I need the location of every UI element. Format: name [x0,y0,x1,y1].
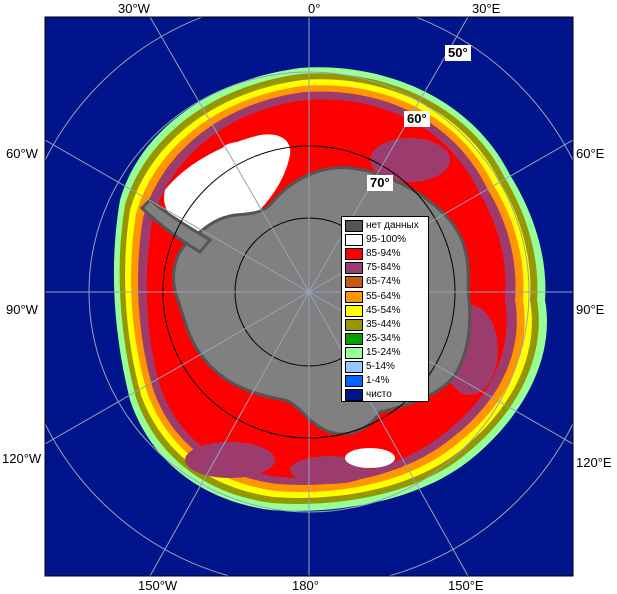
legend-item: 15-24% [345,346,426,360]
latitude-label-70: 70° [367,175,393,191]
ice-weddell-95-100 [164,134,291,235]
legend-label: 65-74% [366,276,401,288]
latitude-label-50: 50° [445,45,471,61]
legend-item: 95-100% [345,233,426,247]
legend-item: нет данных [345,219,426,233]
longitude-label-90w: 90°W [6,302,38,317]
longitude-label-90e: 90°E [576,302,605,317]
longitude-label-180: 180° [292,578,319,593]
legend-label: 25-34% [366,332,401,344]
legend-item: чисто [345,388,426,402]
legend-item: 25-34% [345,332,426,346]
legend-swatch [345,262,363,275]
ice-patch-95-100 [345,448,395,468]
legend-item: 35-44% [345,318,426,332]
legend-swatch [345,220,363,233]
longitude-label-30w: 30°W [118,1,150,16]
longitude-label-60w: 60°W [6,146,38,161]
legend-label: 85-94% [366,248,401,260]
legend-label: 15-24% [366,346,401,358]
legend-swatch [345,248,363,261]
antarctic-peninsula [139,197,213,254]
legend-item: 85-94% [345,247,426,261]
legend-item: 55-64% [345,289,426,303]
legend-item: 45-54% [345,304,426,318]
legend-swatch [345,290,363,303]
ice-patch-95-100 [222,142,258,158]
legend-label: 35-44% [366,318,401,330]
longitude-label-120w: 120°W [2,451,42,466]
longitude-label-30e: 30°E [472,1,501,16]
longitude-label-60e: 60°E [576,146,605,161]
longitude-label-120e: 120°E [576,455,612,470]
legend-label: 95-100% [366,234,407,246]
legend-label: 5-14% [366,360,395,372]
longitude-label-150w: 150°W [138,578,178,593]
legend-swatch [345,375,363,388]
legend-swatch [345,318,363,331]
legend-swatch [345,304,363,317]
legend-label: 75-84% [366,262,401,274]
legend-item: 65-74% [345,275,426,289]
legend-label: 55-64% [366,290,401,302]
legend-swatch [345,389,363,402]
legend-swatch [345,346,363,359]
legend-swatch [345,332,363,345]
legend-swatch [345,360,363,373]
legend-item: 5-14% [345,360,426,374]
legend-swatch [345,234,363,247]
ice-patch-75-84 [185,442,275,478]
legend-item: 75-84% [345,261,426,275]
legend-swatch [345,276,363,289]
legend-item: 1-4% [345,374,426,388]
legend-label: 45-54% [366,304,401,316]
longitude-label-0: 0° [308,1,321,16]
legend-label: нет данных [366,220,419,232]
latitude-label-60: 60° [404,111,430,127]
legend: нет данных 95-100% 85-94% 75-84% 65-74% 55-64… [341,216,429,402]
legend-label: чисто [366,389,392,401]
longitude-label-150e: 150°E [448,578,484,593]
legend-label: 1-4% [366,375,390,387]
